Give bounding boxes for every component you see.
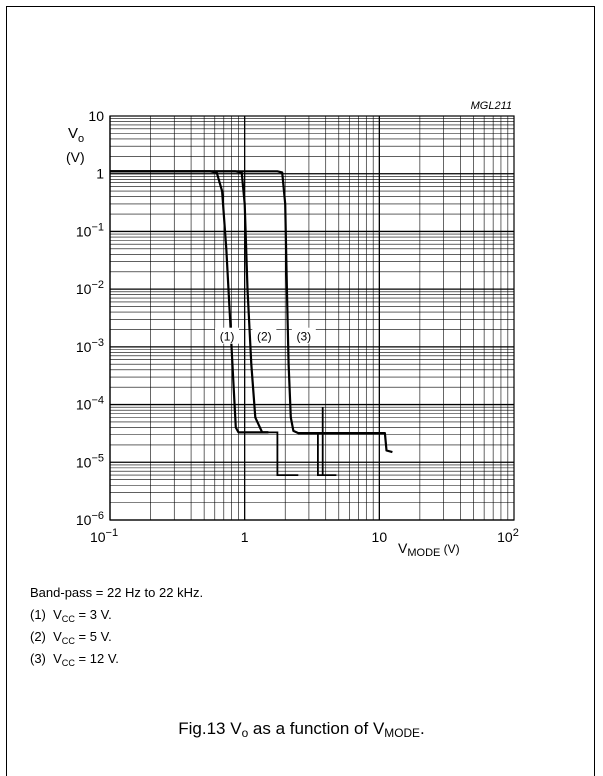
chart-code: MGL211	[471, 100, 512, 112]
y-tick-label-0: 10	[88, 108, 104, 124]
x-axis-label: VMODE (V)	[398, 540, 460, 559]
x-tick-label-1: 1	[241, 529, 249, 545]
trace-segment-2	[317, 432, 337, 476]
y-tick-label-5: 10−4	[76, 395, 104, 413]
x-tick-label-3: 102	[497, 527, 519, 545]
chart: 10−1 1 10 102 10 1 10−1 10−2 10−3 10−4 10−5 10−6 (1…	[66, 100, 519, 559]
curve-label-2: (2)	[257, 330, 272, 344]
curve-label-bg	[215, 327, 240, 344]
figure-caption: Fig.13 Vo as a function of VMODE.	[178, 719, 425, 740]
trace-segment-1	[268, 431, 299, 476]
y-tick-label-3: 10−2	[76, 279, 104, 297]
series-line-3	[110, 170, 393, 454]
tick-labels: 10−1 1 10 102 10 1 10−1 10−2 10−3 10−4 10−5 10−6	[76, 108, 519, 545]
y-axis-label: Vo	[68, 125, 84, 145]
y-tick-label-6: 10−5	[76, 452, 104, 470]
curve-label-bg	[252, 327, 277, 344]
y-axis-unit: (V)	[66, 149, 85, 165]
y-tick-label-2: 10−1	[76, 221, 104, 239]
chart-series	[110, 170, 393, 476]
x-tick-label-2: 10	[372, 529, 388, 545]
curve-label-bg	[291, 327, 316, 344]
curve-label-3: (3)	[296, 330, 311, 344]
bandpass-note: Band-pass = 22 Hz to 22 kHz.	[30, 585, 204, 600]
plot-area	[109, 115, 515, 521]
note-item-2: (2) VCC = 5 V.	[30, 629, 112, 646]
note-item-1: (1) VCC = 3 V.	[30, 607, 112, 624]
y-tick-label-4: 10−3	[76, 337, 104, 355]
figure-frame	[6, 6, 595, 776]
curve-label-1: (1)	[220, 330, 235, 344]
figure-notes: Band-pass = 22 Hz to 22 kHz. (1) VCC = 3…	[30, 582, 203, 670]
chart-grid	[109, 116, 514, 521]
x-tick-label-0: 10−1	[90, 527, 118, 545]
note-item-3: (3) VCC = 12 V.	[30, 651, 119, 668]
curve-labels: (1) (2) (3)	[215, 327, 316, 344]
y-tick-label-7: 10−6	[76, 510, 104, 528]
y-tick-label-1: 1	[96, 166, 104, 182]
